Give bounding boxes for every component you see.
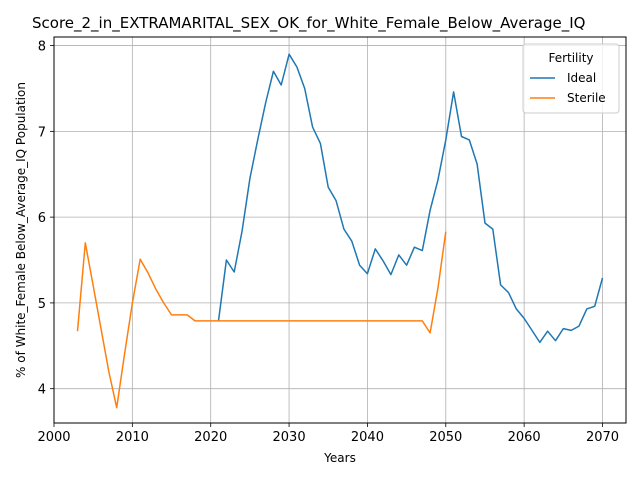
- legend-label-sterile: Sterile: [567, 91, 606, 105]
- y-tick-label: 7: [38, 125, 46, 140]
- x-tick-label: 2000: [37, 430, 70, 445]
- series-line-sterile: [76, 231, 447, 409]
- x-tick-label: 2070: [586, 430, 619, 445]
- x-tick-label: 2060: [508, 430, 541, 445]
- chart-title: Score_2_in_EXTRAMARITAL_SEX_OK_for_White…: [32, 14, 585, 33]
- x-tick-label: 2050: [429, 430, 462, 445]
- y-tick-label: 4: [38, 383, 46, 398]
- x-tick-label: 2040: [351, 430, 384, 445]
- x-axis-ticks: 2000 2010 2020 2030 2040 2050 2060 2070: [37, 423, 619, 445]
- y-tick-label: 5: [38, 297, 46, 312]
- series-line-ideal: [217, 53, 604, 344]
- y-axis-label: % of White_Female Below_Average_IQ Popul…: [14, 82, 28, 378]
- legend: Fertility Ideal Sterile: [522, 43, 620, 114]
- y-axis-ticks: 4 5 6 7 8: [38, 40, 54, 398]
- y-tick-label: 8: [38, 40, 46, 55]
- y-tick-label: 6: [38, 211, 46, 226]
- plot-frame: [53, 36, 627, 424]
- x-tick-label: 2030: [273, 430, 306, 445]
- x-tick-label: 2010: [116, 430, 149, 445]
- x-axis-label: Years: [323, 451, 356, 465]
- series-lines: [76, 53, 604, 409]
- x-tick-label: 2020: [194, 430, 227, 445]
- legend-box: [522, 43, 620, 114]
- legend-label-ideal: Ideal: [567, 71, 596, 85]
- legend-title: Fertility: [548, 51, 593, 65]
